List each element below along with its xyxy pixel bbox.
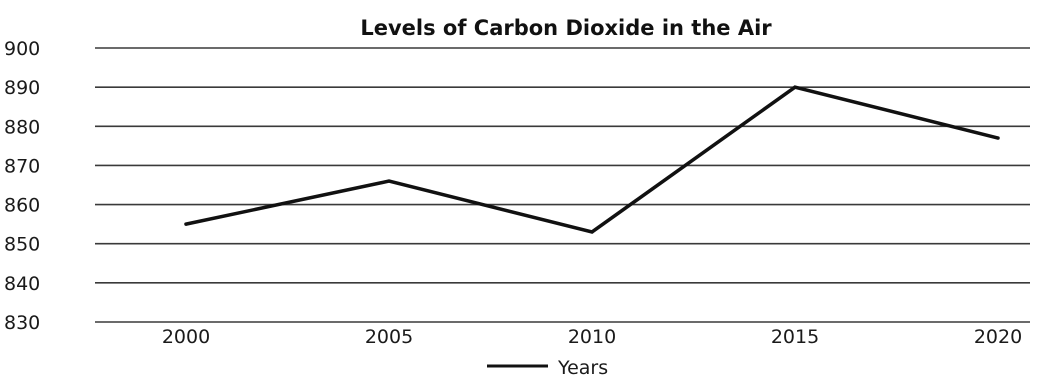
data-point	[996, 136, 1000, 140]
x-tick-label: 2015	[771, 326, 819, 348]
y-tick-label: 880	[4, 116, 40, 138]
data-point	[793, 85, 797, 89]
x-tick-label: 2005	[365, 326, 413, 348]
legend-label-years: Years	[557, 357, 608, 377]
y-tick-label: 890	[4, 77, 40, 99]
chart-title: Levels of Carbon Dioxide in the Air	[360, 16, 772, 40]
y-tick-label: 850	[4, 234, 40, 256]
y-tick-label: 830	[4, 312, 40, 334]
x-tick-label: 2000	[162, 326, 210, 348]
data-point	[590, 230, 594, 234]
y-axis-ticks: 900 890 880 870 860 850 840 830	[4, 38, 40, 334]
legend: Years	[487, 357, 608, 377]
y-tick-label: 870	[4, 155, 40, 177]
y-tick-label: 840	[4, 273, 40, 295]
y-tick-label: 900	[4, 38, 40, 60]
y-tick-label: 860	[4, 195, 40, 217]
gridlines	[95, 47, 1030, 323]
x-axis-ticks: 2000 2005 2010 2015 2020	[162, 326, 1022, 348]
series-lines	[184, 85, 1000, 234]
x-tick-label: 2020	[974, 326, 1022, 348]
data-point	[387, 179, 391, 183]
x-tick-label: 2010	[568, 326, 616, 348]
data-point	[184, 222, 188, 226]
series-line-0	[184, 85, 1000, 234]
